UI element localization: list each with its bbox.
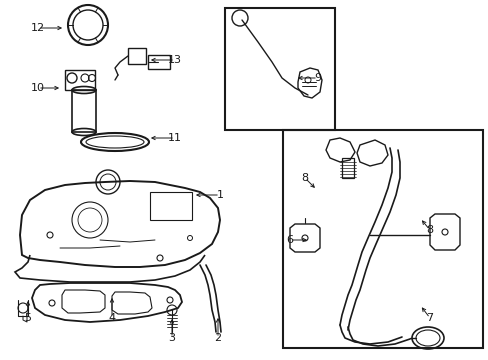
Text: 5: 5 (24, 313, 31, 323)
Text: 10: 10 (31, 83, 45, 93)
Bar (128, 48, 146, 64)
Text: 4: 4 (108, 313, 115, 323)
Bar (150, 192, 192, 220)
Bar (72, 90, 96, 132)
Bar (341, 158, 353, 178)
Text: 8: 8 (301, 173, 308, 183)
Text: 11: 11 (168, 133, 182, 143)
Text: 7: 7 (426, 313, 433, 323)
Text: 3: 3 (168, 333, 175, 343)
Bar (224, 8, 334, 130)
Text: 8: 8 (426, 225, 433, 235)
Bar (283, 130, 482, 348)
Bar (148, 55, 170, 69)
Text: 1: 1 (216, 190, 223, 200)
Text: 2: 2 (214, 333, 221, 343)
Text: 13: 13 (168, 55, 182, 65)
Text: 9: 9 (314, 73, 321, 83)
Text: 12: 12 (31, 23, 45, 33)
Text: 6: 6 (286, 235, 293, 245)
Bar (65, 70, 95, 90)
